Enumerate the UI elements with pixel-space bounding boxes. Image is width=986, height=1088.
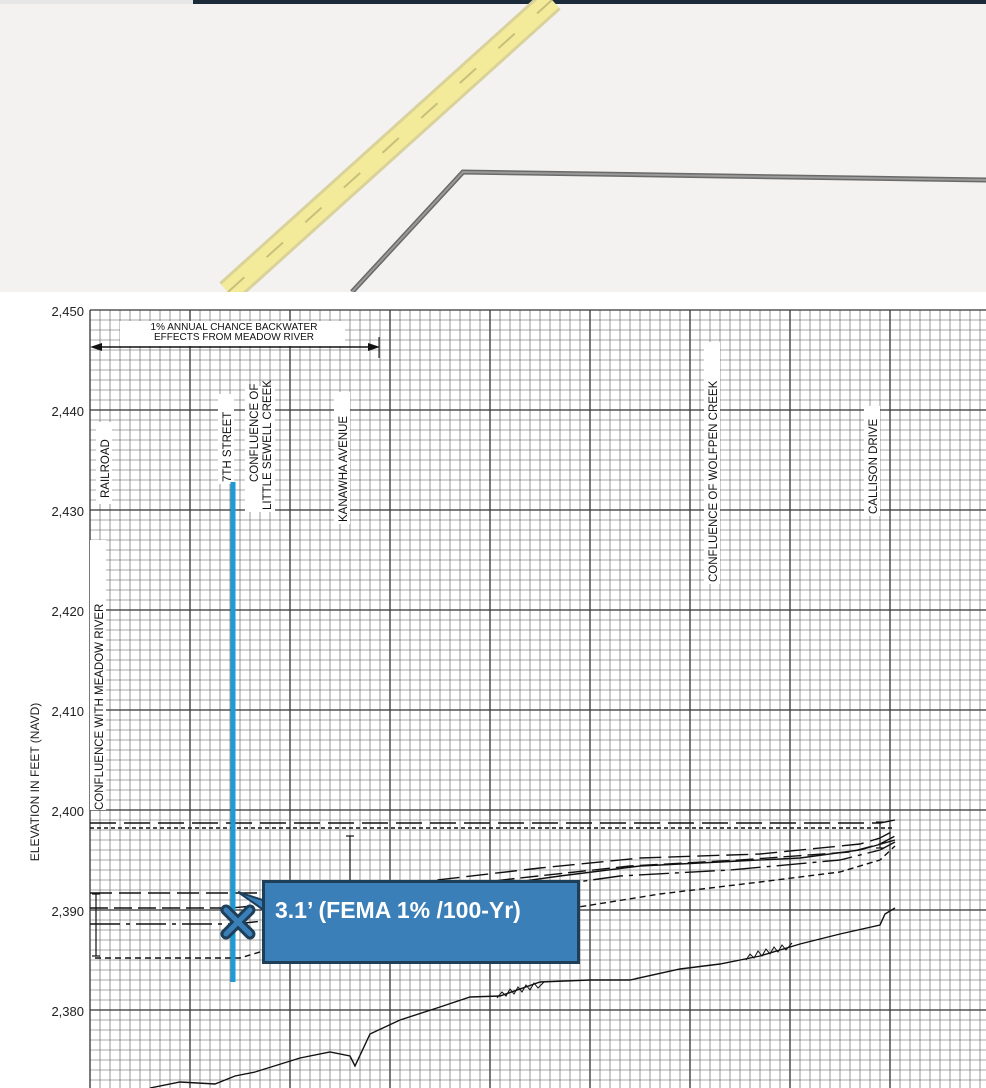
y-tick-2410: 2,410 bbox=[51, 704, 84, 719]
label-confluence-wolfpen: CONFLUENCE OF WOLFPEN CREEK bbox=[708, 380, 720, 582]
y-tick-2380: 2,380 bbox=[51, 1004, 84, 1019]
label-kanawha-avenue: KANAWHA AVENUE bbox=[338, 416, 350, 522]
backwater-label-line1: 1% ANNUAL CHANCE BACKWATER bbox=[151, 322, 318, 333]
profile-grid bbox=[89, 309, 986, 1088]
map-canvas bbox=[219, 0, 986, 292]
y-tick-2450: 2,450 bbox=[51, 304, 84, 319]
feature-labels: CONFLUENCE WITH MEADOW RIVER RAILROAD 7T… bbox=[90, 342, 880, 810]
y-tick-2430: 2,430 bbox=[51, 504, 84, 519]
minor-road-highlight bbox=[351, 170, 986, 292]
callout-box: 3.1’ (FEMA 1% /100-Yr) bbox=[262, 880, 580, 964]
backwater-arrow-right bbox=[368, 343, 380, 351]
streambed-line bbox=[149, 907, 896, 1088]
callout-text: 3.1’ (FEMA 1% /100-Yr) bbox=[275, 897, 521, 923]
flood-profile-chart: 2,450 2,440 2,430 2,420 2,410 2,400 2,39… bbox=[28, 304, 986, 1088]
major-road-dash bbox=[227, 0, 553, 292]
backwater-label-line2: EFFECTS FROM MEADOW RIVER bbox=[154, 332, 314, 343]
label-confluence-meadow: CONFLUENCE WITH MEADOW RIVER bbox=[94, 604, 106, 810]
profile-0-2pct bbox=[90, 819, 896, 824]
label-callison-drive: CALLISON DRIVE bbox=[868, 418, 880, 514]
label-confluence-of: CONFLUENCE OF bbox=[249, 384, 261, 482]
y-tick-2390: 2,390 bbox=[51, 904, 84, 919]
y-tick-2420: 2,420 bbox=[51, 604, 84, 619]
map-top-bar bbox=[193, 0, 986, 4]
survey-bars bbox=[92, 821, 884, 957]
label-7th-street: 7TH STREET bbox=[222, 412, 234, 482]
y-axis: 2,450 2,440 2,430 2,420 2,410 2,400 2,39… bbox=[28, 304, 84, 1019]
backwater-annotation: 1% ANNUAL CHANCE BACKWATER EFFECTS FROM … bbox=[90, 321, 380, 358]
backwater-arrow-left bbox=[90, 343, 102, 351]
y-tick-2400: 2,400 bbox=[51, 804, 84, 819]
x-marker-icon bbox=[220, 904, 256, 940]
streambed-hatch-2 bbox=[745, 942, 793, 961]
label-little-sewell-creek: LITTLE SEWELL CREEK bbox=[262, 380, 274, 510]
profile-low bbox=[95, 845, 896, 959]
y-tick-2440: 2,440 bbox=[51, 404, 84, 419]
streambed-hatch-1 bbox=[496, 981, 545, 999]
label-railroad: RAILROAD bbox=[100, 439, 112, 498]
map-top-strip bbox=[0, 0, 193, 4]
y-axis-title: ELEVATION IN FEET (NAVD) bbox=[28, 703, 42, 861]
map-panel bbox=[0, 0, 986, 292]
streambed bbox=[149, 907, 896, 1088]
